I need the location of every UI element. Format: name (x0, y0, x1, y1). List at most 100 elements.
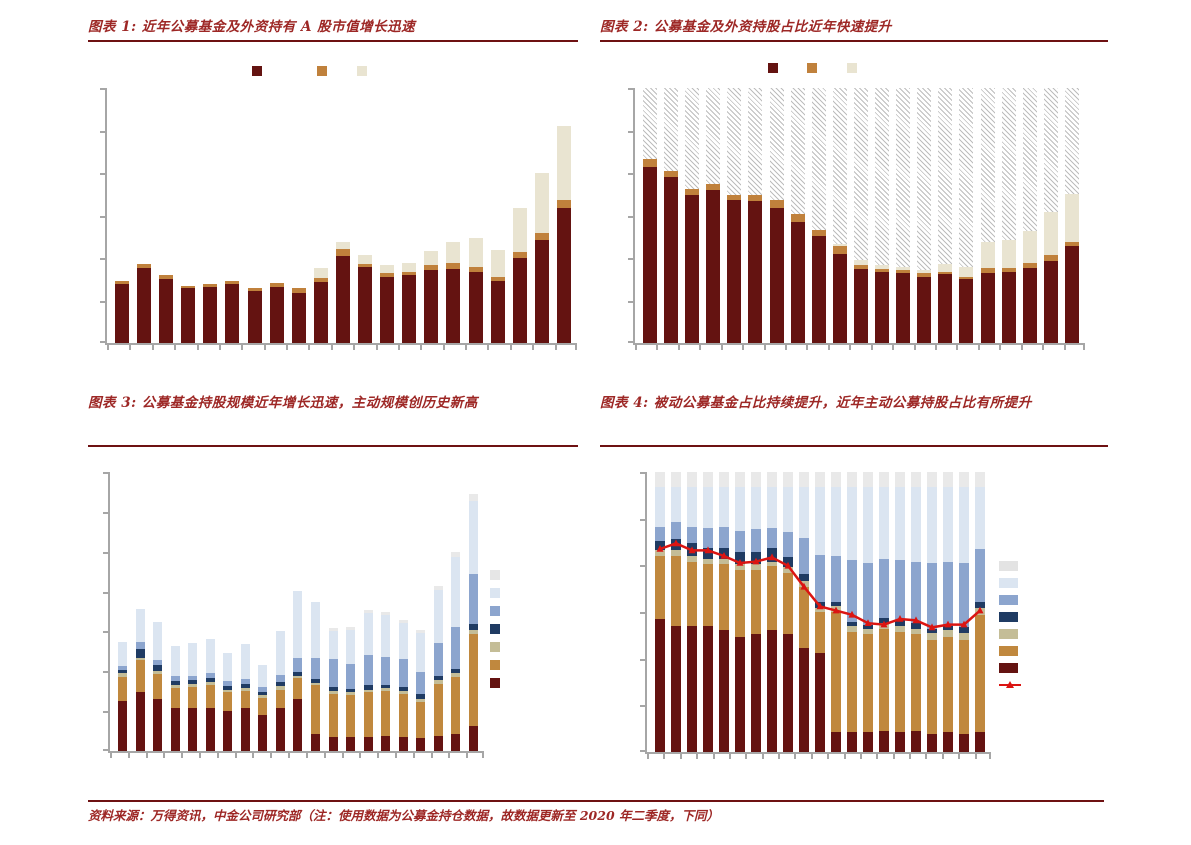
bar-segment-dark-red (402, 275, 417, 343)
bar-segment-tan (402, 271, 417, 276)
bar-segment-tan (769, 200, 784, 208)
figure-2-chart (628, 88, 1085, 350)
bar-segment-tan (468, 633, 478, 726)
legend-item (317, 66, 327, 76)
bar-segment-medium-blue (703, 528, 713, 548)
bar-segment-pale-blue (188, 642, 198, 677)
tan-swatch (999, 646, 1018, 656)
legend-item (899, 63, 909, 73)
bar (468, 472, 478, 751)
bar-segment-medium-blue (223, 681, 233, 687)
bar (170, 472, 180, 751)
navy-swatch (999, 612, 1018, 622)
bar (416, 472, 426, 751)
bar-segment-dark-red (203, 286, 218, 343)
bar-segment-khaki (911, 628, 921, 635)
bar-segment-dark-red (293, 699, 303, 751)
bar-segment-pale-blue (911, 487, 921, 562)
bar (1022, 88, 1037, 343)
x-tick (466, 753, 468, 758)
x-tick (1021, 345, 1023, 350)
bar-segment-pale-blue (927, 487, 937, 564)
bar (291, 88, 306, 343)
bar-segment-navy (311, 679, 321, 683)
bar (556, 88, 571, 343)
pale-blue-swatch (999, 578, 1018, 588)
bar-segment-tan (685, 188, 700, 196)
footer-rule (88, 800, 1104, 802)
bar-segment-dark-red (223, 710, 233, 751)
bar-segment-tan (433, 684, 443, 736)
bar-segment-medium-blue (975, 549, 985, 603)
bar-segment-medium-blue (311, 658, 321, 680)
x-tick (762, 754, 764, 759)
x-tick (199, 753, 201, 758)
bar (381, 472, 391, 751)
bar-segment-tan (153, 674, 163, 700)
bar (655, 472, 665, 752)
legend-item (490, 624, 500, 634)
bar-segment-hatched (832, 88, 847, 244)
bar-segment-dark-red (911, 731, 921, 752)
x-tick (395, 753, 397, 758)
x-tick (849, 345, 851, 350)
bar-segment-medium-blue (468, 573, 478, 625)
x-tick (764, 345, 766, 350)
bar-segment-navy (170, 681, 180, 686)
bar-segment-tan (240, 691, 250, 708)
bar-segment-khaki (275, 686, 285, 690)
x-tick (146, 753, 148, 758)
bar-segment-navy (416, 694, 426, 699)
bar (703, 472, 713, 752)
figure-1-title: 图表 1: 近年公募基金及外资持有 A 股市值增长迅速 (88, 19, 416, 35)
bar (643, 88, 657, 343)
bar-segment-cream (358, 255, 373, 264)
y-tick (628, 301, 633, 303)
bar-segment-tan (269, 283, 284, 287)
bar-segment-khaki (170, 685, 180, 689)
bar-segment-dark-red (799, 648, 809, 752)
bar-segment-pale-blue (451, 557, 461, 627)
bar-segment-hatched (811, 88, 826, 230)
bar-segment-medium-blue (751, 529, 761, 552)
bar-segment-tan (938, 271, 953, 275)
bar-segment-white (959, 472, 969, 488)
bar-segment-dark-red (118, 700, 127, 751)
dark-red-swatch (768, 63, 778, 73)
bar-segment-tan (137, 263, 152, 268)
y-tick (628, 131, 633, 133)
bar-segment-dark-red (424, 270, 439, 343)
x-tick (241, 345, 243, 350)
bar-segment-navy (671, 539, 681, 551)
figure-1-legend (252, 66, 367, 76)
x-tick (286, 345, 288, 350)
y-tick (100, 301, 105, 303)
x-tick (252, 753, 254, 758)
legend-item (490, 678, 500, 688)
bar-segment-white (416, 630, 426, 634)
bar-segment-medium-blue (398, 658, 408, 687)
bar-segment-tan (225, 280, 240, 285)
bar-segment-dark-red (269, 286, 284, 343)
bar-segment-dark-red (811, 235, 826, 343)
bar (269, 88, 284, 343)
bar-segment-navy (363, 685, 373, 690)
bar (358, 88, 373, 343)
x-tick (925, 754, 927, 759)
bar (943, 472, 953, 752)
bar-segment-dark-red (416, 738, 426, 751)
bar (790, 88, 805, 343)
legend-item (357, 66, 367, 76)
bar-segment-pale-blue (363, 612, 373, 655)
bar-segment-medium-blue (687, 526, 697, 544)
bar-segment-dark-red (748, 201, 763, 343)
bar-segment-pale-blue (879, 487, 889, 559)
bar-segment-white (751, 472, 761, 488)
x-tick (575, 345, 577, 350)
bar (895, 472, 905, 752)
bar-segment-tan (847, 631, 857, 733)
bar (917, 88, 932, 343)
bar-segment-dark-red (346, 737, 356, 751)
bar-segment-tan (853, 265, 868, 270)
bar-segment-pale-blue (687, 487, 697, 527)
